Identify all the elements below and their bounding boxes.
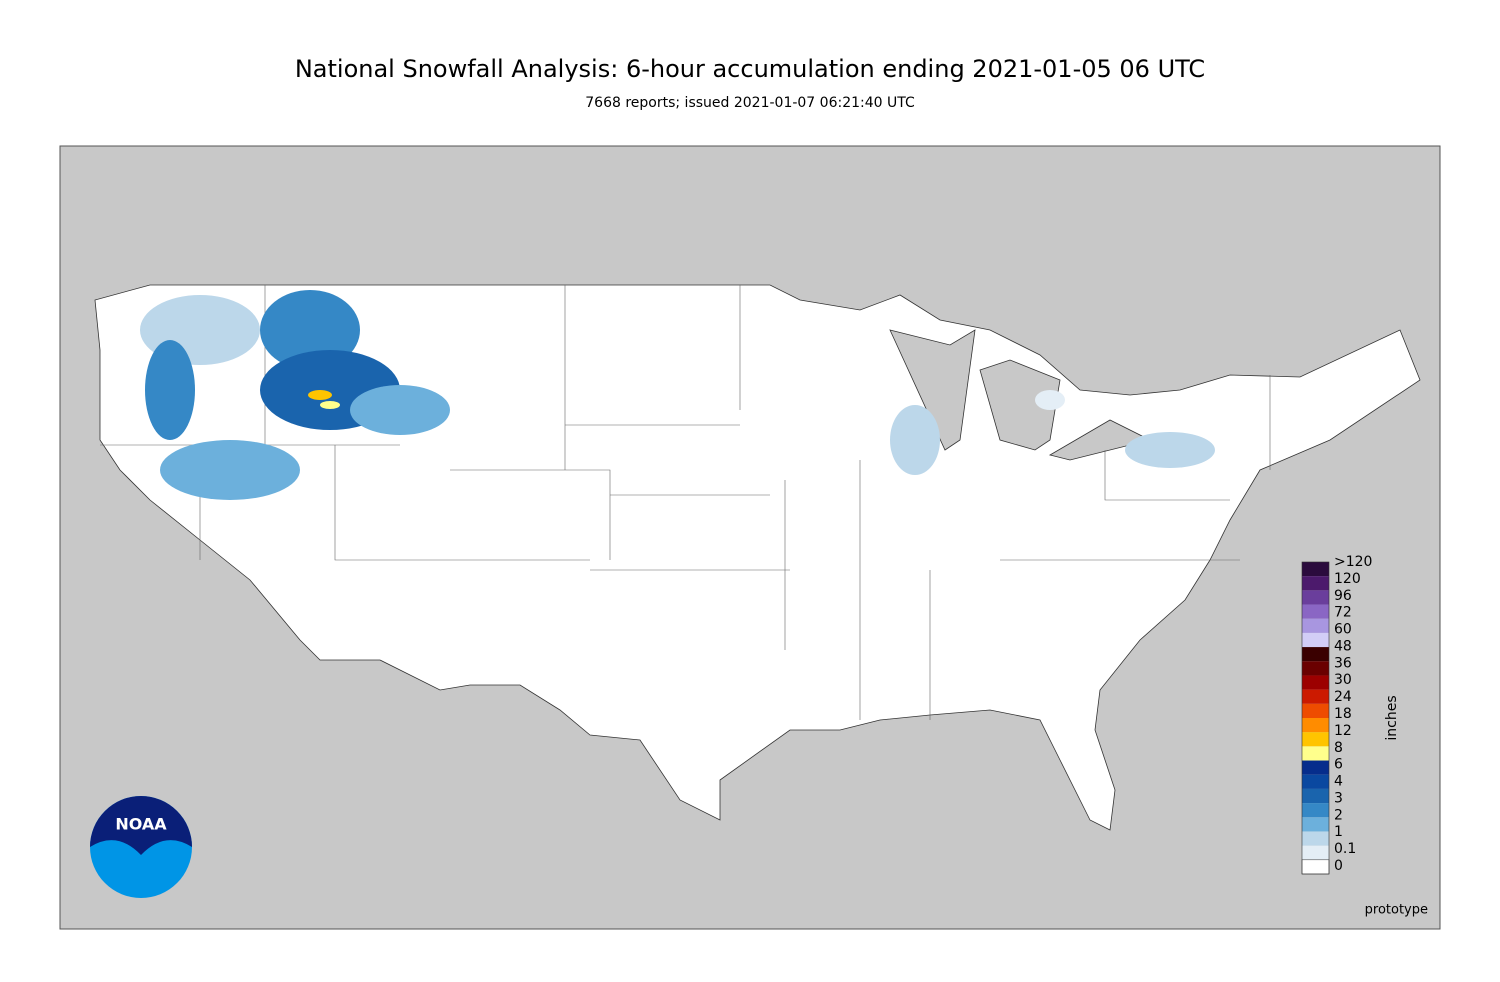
legend-swatch: [1302, 590, 1329, 605]
noaa-logo: NOAA: [90, 796, 192, 898]
legend-label: 24: [1334, 689, 1352, 705]
legend-swatch: [1302, 817, 1329, 832]
note: prototype: [1365, 903, 1428, 918]
legend-label: 36: [1334, 655, 1352, 671]
legend-label: 18: [1334, 706, 1352, 722]
legend-swatch: [1302, 562, 1329, 577]
legend-swatch: [1302, 803, 1329, 818]
title: National Snowfall Analysis: 6-hour accum…: [295, 55, 1205, 83]
legend-title: inches: [1384, 695, 1400, 740]
legend-swatch: [1302, 774, 1329, 789]
legend-label: 72: [1334, 605, 1352, 621]
legend-label: 12: [1334, 723, 1352, 739]
legend-label: >120: [1334, 554, 1372, 570]
map: NOAA prototype: [59, 145, 1441, 930]
legend-label: 120: [1334, 571, 1361, 587]
legend-frame: [1301, 561, 1330, 875]
legend-swatch: [1302, 604, 1329, 619]
legend-swatch: [1302, 689, 1329, 704]
legend-label: 0: [1334, 858, 1343, 874]
legend-swatch: [1302, 845, 1329, 860]
legend-swatch: [1302, 675, 1329, 690]
legend-label: 1: [1334, 824, 1343, 840]
legend-swatch: [1302, 788, 1329, 804]
legend-label: 4: [1334, 774, 1343, 790]
legend-label: 60: [1334, 622, 1352, 638]
legend-swatch: [1302, 576, 1329, 591]
legend-swatch: [1302, 618, 1329, 633]
legend-label: 3: [1334, 790, 1343, 806]
legend-label: 2: [1334, 807, 1343, 823]
legend-swatch: [1302, 732, 1329, 747]
legend-label: 48: [1334, 638, 1352, 654]
snow-areas: [140, 290, 1215, 500]
subtitle: 7668 reports; issued 2021-01-07 06:21:40…: [585, 95, 915, 111]
legend-swatch: [1301, 859, 1330, 875]
legend: inches >1201209672604836302418128643210.…: [1301, 554, 1400, 875]
legend-label: 8: [1334, 740, 1343, 756]
legend-swatch: [1302, 632, 1329, 648]
legend-swatch: [1302, 718, 1329, 733]
legend-label: 30: [1334, 672, 1352, 688]
legend-label: 0.1: [1334, 841, 1356, 857]
legend-label: 96: [1334, 588, 1352, 604]
legend-swatch: [1302, 831, 1329, 846]
legend-swatch: [1302, 661, 1329, 676]
legend-swatch: [1302, 760, 1329, 775]
legend-swatch: [1302, 703, 1329, 718]
legend-label: 6: [1334, 757, 1343, 773]
legend-swatch: [1302, 746, 1329, 761]
legend-swatch: [1302, 647, 1329, 662]
logo-text: NOAA: [115, 815, 167, 834]
